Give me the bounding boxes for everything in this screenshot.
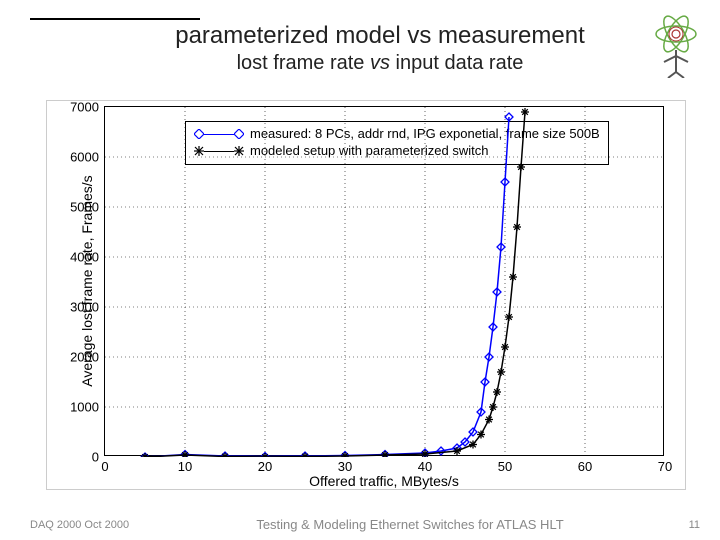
- y-tick: 0: [92, 450, 105, 465]
- chart: Average lost frame rate, Frames/s Offere…: [46, 100, 686, 490]
- title-sub: lost frame rate vs input data rate: [120, 52, 640, 75]
- x-tick: 10: [178, 455, 192, 474]
- y-tick: 7000: [70, 100, 105, 115]
- y-tick: 6000: [70, 150, 105, 165]
- x-tick: 70: [658, 455, 672, 474]
- x-tick: 20: [258, 455, 272, 474]
- footer-center: Testing & Modeling Ethernet Switches for…: [150, 517, 670, 532]
- x-tick: 50: [498, 455, 512, 474]
- y-tick: 2000: [70, 350, 105, 365]
- y-tick: 5000: [70, 200, 105, 215]
- footer-page-number: 11: [670, 519, 720, 531]
- plot-area: Average lost frame rate, Frames/s Offere…: [104, 106, 664, 456]
- x-tick: 30: [338, 455, 352, 474]
- y-tick: 4000: [70, 250, 105, 265]
- y-tick: 1000: [70, 400, 105, 415]
- y-tick: 3000: [70, 300, 105, 315]
- footer: DAQ 2000 Oct 2000 Testing & Modeling Eth…: [0, 517, 720, 532]
- plot-svg: [105, 107, 665, 457]
- title-block: parameterized model vs measurement lost …: [120, 22, 640, 75]
- footer-left: DAQ 2000 Oct 2000: [0, 519, 150, 531]
- title-main: parameterized model vs measurement: [120, 22, 640, 50]
- x-axis-label: Offered traffic, MBytes/s: [309, 473, 459, 489]
- x-tick: 60: [578, 455, 592, 474]
- header-rule: [30, 18, 200, 20]
- atlas-logo-icon: [652, 14, 700, 78]
- x-tick: 40: [418, 455, 432, 474]
